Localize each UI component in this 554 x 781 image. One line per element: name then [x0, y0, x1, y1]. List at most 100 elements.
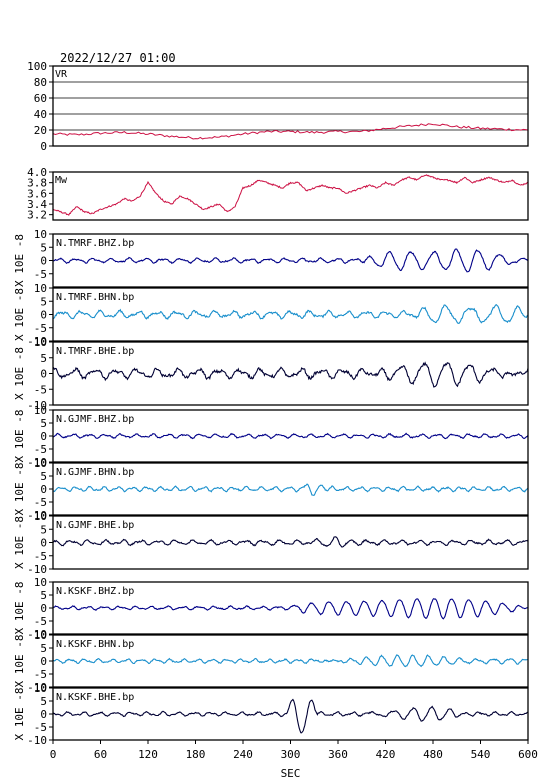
- trace-6-label: N.GJMF.BHE.bp: [56, 520, 134, 531]
- x-tick-label: 600: [518, 748, 538, 761]
- trace-8-ytick-label: 10: [34, 629, 47, 642]
- trace-4-ytick-label: -5: [34, 443, 47, 456]
- trace-4-ytick-label: -10: [27, 456, 47, 469]
- trace-9-scale-label: X 10E -8: [13, 688, 26, 741]
- vr-label: VR: [55, 69, 68, 80]
- x-tick-label: 180: [186, 748, 206, 761]
- trace-6-frame: [52, 515, 529, 570]
- x-tick-label: 300: [281, 748, 301, 761]
- trace-9-ytick-label: 10: [34, 682, 47, 695]
- trace-9-ytick-label: 0: [40, 708, 47, 721]
- trace-5-scale-label: X 10E -8: [13, 463, 26, 516]
- trace-7-ytick-label: -10: [27, 628, 47, 641]
- trace-6-ytick-label: -5: [34, 550, 47, 563]
- trace-7-scale-label: X 10E -8: [13, 582, 26, 635]
- x-tick-label: 0: [50, 748, 57, 761]
- trace-4-ytick-label: 10: [34, 404, 47, 417]
- mw-ytick-label: 3.2: [27, 209, 47, 222]
- vr-ytick-label: 80: [34, 76, 47, 89]
- panels-group: 020406080100VR3.23.43.63.84.0Mw-50510N.T…: [13, 60, 529, 747]
- trace-6-ytick-label: -10: [27, 563, 47, 576]
- trace-8-frame: [52, 634, 529, 688]
- trace-4-ytick-label: 0: [40, 430, 47, 443]
- trace-2-label: N.TMRF.BHN.bp: [56, 292, 134, 303]
- trace-8-scale-label: X 10E -8: [13, 635, 26, 688]
- vr-ytick-label: 40: [34, 108, 47, 121]
- trace-2-series-line: [52, 304, 529, 324]
- trace-7-frame: [52, 581, 529, 635]
- trace-4-ytick-label: 5: [40, 417, 47, 430]
- trace-2-ytick-label: 5: [40, 295, 47, 308]
- trace-2-ytick-label: 10: [34, 282, 47, 295]
- vr-frame: [52, 65, 529, 147]
- trace-7-ytick-label: 0: [40, 602, 47, 615]
- x-tick-label: 60: [94, 748, 107, 761]
- vr-ytick-label: 0: [40, 140, 47, 153]
- trace-5-frame: [52, 462, 529, 516]
- trace-6-ytick-label: 10: [34, 510, 47, 523]
- trace-2-ytick-label: 0: [40, 309, 47, 322]
- mw-ytick-label: 3.6: [27, 187, 47, 200]
- x-tick-label: 420: [376, 748, 396, 761]
- trace-6-scale-label: X 10E -8: [13, 516, 26, 569]
- trace-8-label: N.KSKF.BHN.bp: [56, 639, 134, 650]
- trace-3-scale-label: X 10E -8: [13, 347, 26, 400]
- trace-1-ytick-label: 0: [40, 255, 47, 268]
- trace-9-ytick-label: -10: [27, 734, 47, 747]
- trace-5-ytick-label: 0: [40, 483, 47, 496]
- trace-2-frame: [52, 287, 529, 342]
- trace-4-frame: [52, 409, 529, 463]
- trace-5-ytick-label: 5: [40, 470, 47, 483]
- trace-4-scale-label: X 10E -8: [13, 410, 26, 463]
- trace-4-label: N.GJMF.BHZ.bp: [56, 414, 134, 425]
- trace-3-ytick-label: 5: [40, 352, 47, 365]
- vr-ytick-label: 20: [34, 124, 47, 137]
- mw-series-line: [52, 174, 529, 216]
- vr-panel: 0 20 40 60 80 100 VR: [27, 60, 529, 153]
- trace-7-ytick-label: -5: [34, 615, 47, 628]
- trace-1-ytick-label: 5: [40, 241, 47, 254]
- trace-5-ytick-label: -5: [34, 496, 47, 509]
- trace-5-label: N.GJMF.BHN.bp: [56, 467, 134, 478]
- trace-8-ytick-label: 5: [40, 642, 47, 655]
- trace-3-frame: [52, 341, 529, 406]
- x-tick-label: 120: [138, 748, 158, 761]
- mw-ytick-label: 3.4: [27, 198, 47, 211]
- trace-6-series-line: [52, 536, 529, 548]
- trace-5-ytick-label: -10: [27, 509, 47, 522]
- chart-timestamp: 2022/12/27 01:00: [60, 51, 176, 65]
- trace-9-series-line: [52, 698, 529, 734]
- trace-3-label: N.TMRF.BHE.bp: [56, 346, 134, 357]
- trace-6-ytick-label: 5: [40, 523, 47, 536]
- trace-3-panel: -10 -5 0 5 10 N.TMRF.BHE.bp X 10E -8: [13, 336, 529, 412]
- trace-3-ytick-label: 10: [34, 336, 47, 349]
- trace-9-ytick-label: 5: [40, 695, 47, 708]
- x-axis-title: SEC: [281, 767, 301, 780]
- trace-5-ytick-label: 10: [34, 457, 47, 470]
- trace-1-ytick-label: -5: [34, 268, 47, 281]
- trace-8-ytick-label: -5: [34, 668, 47, 681]
- trace-3-series-line: [52, 361, 529, 388]
- trace-1-frame: [52, 233, 529, 288]
- vr-ytick-label: 100: [27, 60, 47, 73]
- trace-2-ytick-label: -10: [27, 335, 47, 348]
- mw-panel: 3.23.43.63.84.0 Mw: [27, 166, 529, 222]
- x-axis: 0 60 120 180 240 300 360 420 480 540 600 SEC: [50, 740, 538, 780]
- trace-3-ytick-label: -5: [34, 383, 47, 396]
- trace-1-scale-label: X 10E -8: [13, 234, 26, 287]
- trace-9-label: N.KSKF.BHE.bp: [56, 692, 134, 703]
- trace-6-ytick-label: 0: [40, 537, 47, 550]
- trace-5-series-line: [52, 483, 529, 496]
- trace-8-ytick-label: -10: [27, 681, 47, 694]
- trace-7-series-line: [52, 598, 529, 620]
- trace-8-series-line: [52, 654, 529, 668]
- trace-4-series-line: [52, 432, 529, 440]
- trace-9-ytick-label: -5: [34, 721, 47, 734]
